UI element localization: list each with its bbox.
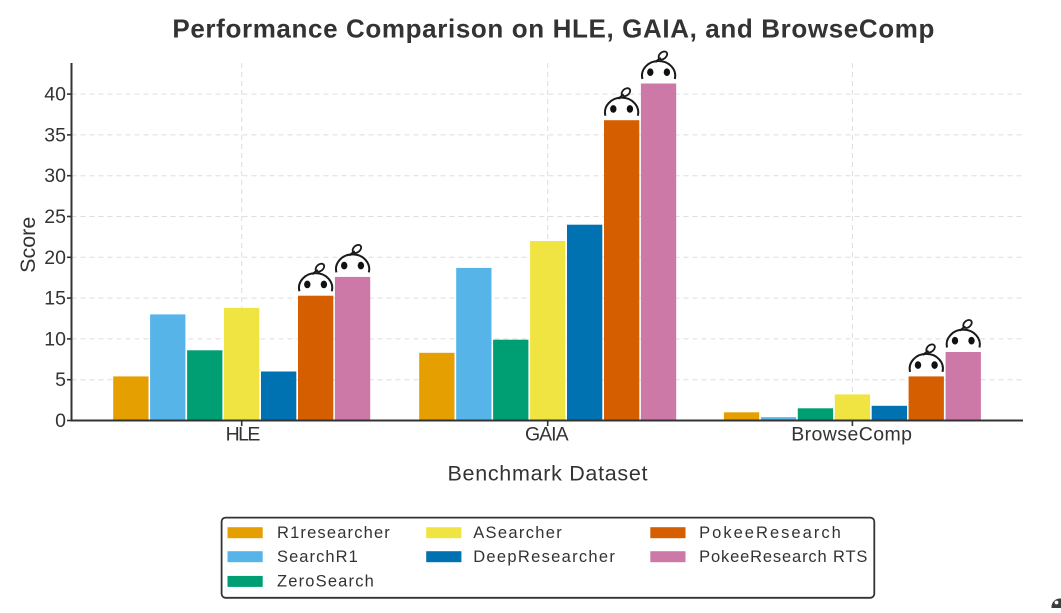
svg-text:10: 10 xyxy=(44,328,66,350)
svg-text:Benchmark Dataset: Benchmark Dataset xyxy=(448,462,648,486)
svg-text:R1researcher: R1researcher xyxy=(277,524,390,542)
svg-text:ZeroSearch: ZeroSearch xyxy=(277,573,374,591)
svg-text:SearchR1: SearchR1 xyxy=(277,548,358,566)
svg-text:Score: Score xyxy=(16,217,40,273)
svg-text:15: 15 xyxy=(44,288,66,310)
svg-text:35: 35 xyxy=(44,124,66,146)
svg-text:HLE: HLE xyxy=(226,424,261,446)
svg-text:5: 5 xyxy=(55,369,66,391)
svg-text:25: 25 xyxy=(44,206,66,228)
svg-text:0: 0 xyxy=(55,410,66,432)
svg-text:DeepResearcher: DeepResearcher xyxy=(473,548,615,566)
svg-text:30: 30 xyxy=(44,165,66,187)
svg-text:GAIA: GAIA xyxy=(525,424,569,446)
svg-text:PokeeResearch RTS: PokeeResearch RTS xyxy=(699,548,867,566)
svg-text:40: 40 xyxy=(44,84,66,106)
svg-text:Performance Comparison on HLE,: Performance Comparison on HLE, GAIA, and… xyxy=(172,14,934,44)
svg-text:20: 20 xyxy=(44,247,66,269)
svg-text:BrowseComp: BrowseComp xyxy=(791,424,912,446)
